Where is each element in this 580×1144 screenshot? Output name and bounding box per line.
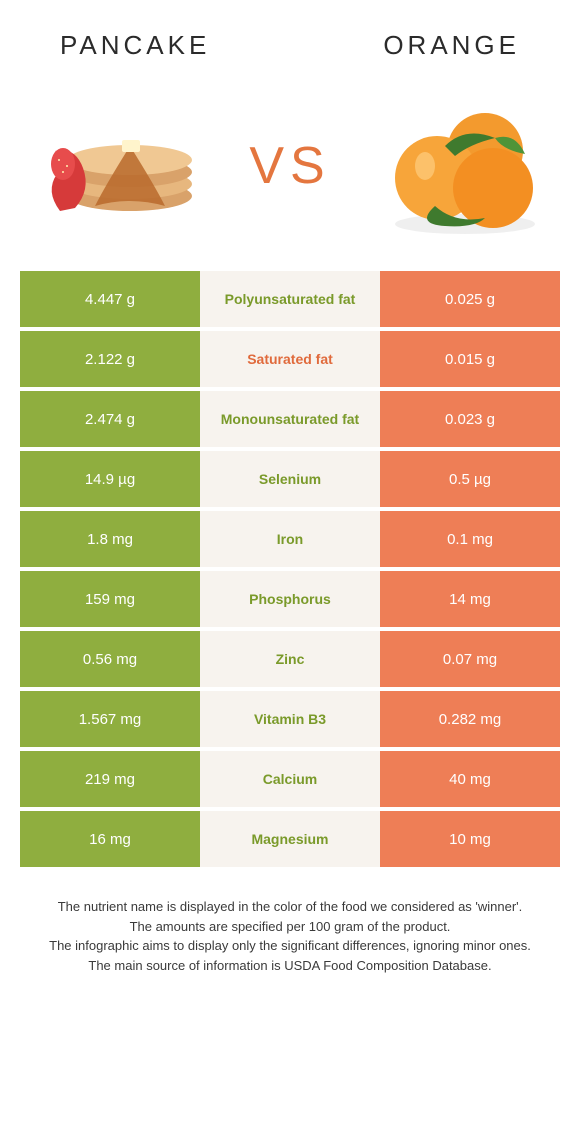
pancake-image <box>30 91 210 241</box>
caption-line: The amounts are specified per 100 gram o… <box>20 917 560 937</box>
nutrient-row: 0.56 mgZinc0.07 mg <box>20 631 560 687</box>
right-value: 0.5 µg <box>380 451 560 507</box>
nutrient-row: 2.474 gMonounsaturated fat0.023 g <box>20 391 560 447</box>
right-value: 0.1 mg <box>380 511 560 567</box>
left-food-title: PANCAKE <box>60 30 210 61</box>
right-value: 0.015 g <box>380 331 560 387</box>
right-food-title: ORANGE <box>383 30 520 61</box>
nutrient-name: Selenium <box>200 451 380 507</box>
right-value: 0.07 mg <box>380 631 560 687</box>
nutrient-name: Polyunsaturated fat <box>200 271 380 327</box>
right-value: 0.282 mg <box>380 691 560 747</box>
images-row: VS <box>0 71 580 271</box>
right-value: 10 mg <box>380 811 560 867</box>
right-value: 0.023 g <box>380 391 560 447</box>
left-value: 0.56 mg <box>20 631 200 687</box>
nutrient-row: 2.122 gSaturated fat0.015 g <box>20 331 560 387</box>
left-value: 14.9 µg <box>20 451 200 507</box>
caption-block: The nutrient name is displayed in the co… <box>20 897 560 975</box>
nutrient-name: Calcium <box>200 751 380 807</box>
left-value: 1.567 mg <box>20 691 200 747</box>
orange-icon <box>375 96 545 236</box>
nutrient-name: Iron <box>200 511 380 567</box>
nutrient-row: 219 mgCalcium40 mg <box>20 751 560 807</box>
nutrient-name: Phosphorus <box>200 571 380 627</box>
nutrient-name: Vitamin B3 <box>200 691 380 747</box>
infographic-container: PANCAKE ORANGE VS <box>0 0 580 975</box>
caption-line: The main source of information is USDA F… <box>20 956 560 976</box>
nutrient-name: Zinc <box>200 631 380 687</box>
nutrient-table: 4.447 gPolyunsaturated fat0.025 g2.122 g… <box>20 271 560 867</box>
left-value: 2.122 g <box>20 331 200 387</box>
nutrient-row: 4.447 gPolyunsaturated fat0.025 g <box>20 271 560 327</box>
vs-label: VS <box>249 136 330 196</box>
caption-line: The infographic aims to display only the… <box>20 936 560 956</box>
nutrient-row: 16 mgMagnesium10 mg <box>20 811 560 867</box>
nutrient-name: Monounsaturated fat <box>200 391 380 447</box>
caption-line: The nutrient name is displayed in the co… <box>20 897 560 917</box>
nutrient-row: 1.8 mgIron0.1 mg <box>20 511 560 567</box>
orange-image <box>370 91 550 241</box>
nutrient-row: 159 mgPhosphorus14 mg <box>20 571 560 627</box>
left-value: 4.447 g <box>20 271 200 327</box>
left-value: 159 mg <box>20 571 200 627</box>
header-row: PANCAKE ORANGE <box>0 0 580 71</box>
nutrient-row: 14.9 µgSelenium0.5 µg <box>20 451 560 507</box>
nutrient-name: Saturated fat <box>200 331 380 387</box>
right-value: 14 mg <box>380 571 560 627</box>
right-value: 0.025 g <box>380 271 560 327</box>
left-value: 16 mg <box>20 811 200 867</box>
nutrient-row: 1.567 mgVitamin B30.282 mg <box>20 691 560 747</box>
right-value: 40 mg <box>380 751 560 807</box>
left-value: 2.474 g <box>20 391 200 447</box>
nutrient-name: Magnesium <box>200 811 380 867</box>
left-value: 1.8 mg <box>20 511 200 567</box>
pancake-icon <box>35 96 205 236</box>
left-value: 219 mg <box>20 751 200 807</box>
